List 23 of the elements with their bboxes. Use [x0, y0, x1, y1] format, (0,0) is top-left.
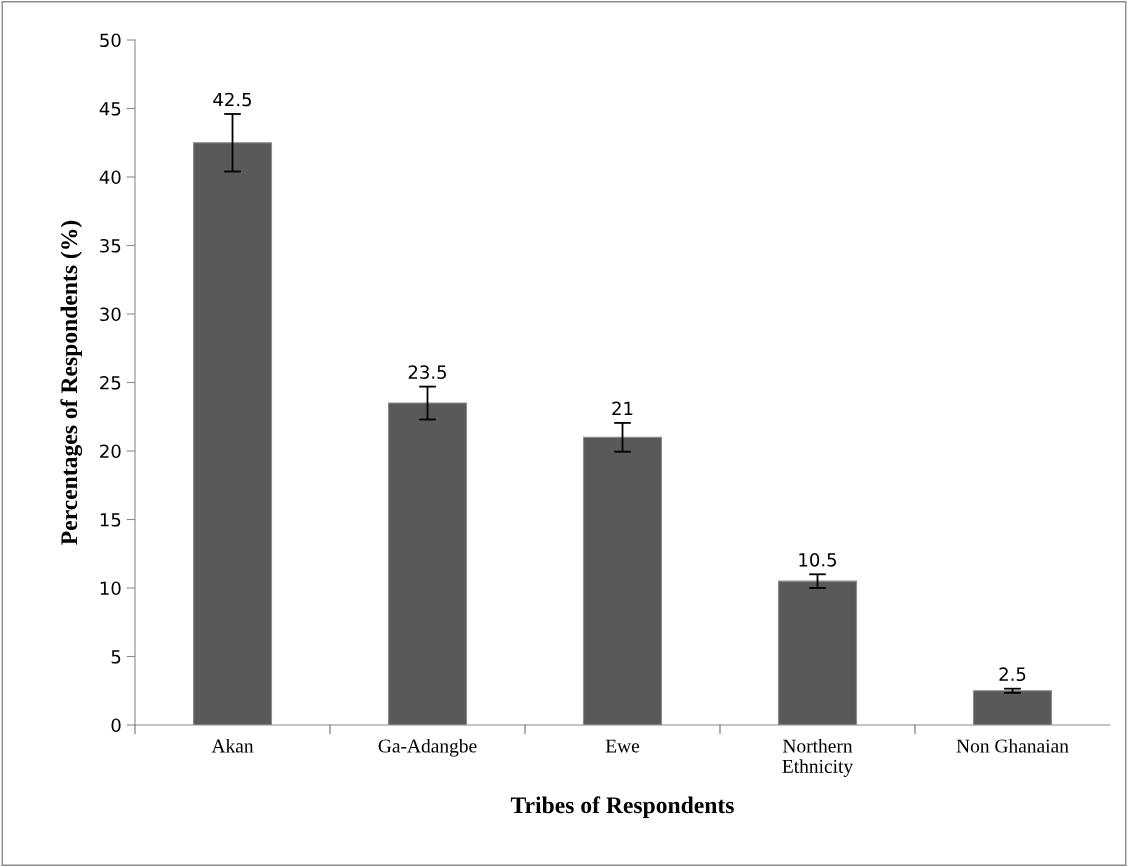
y-tick-label: 50	[100, 33, 121, 48]
data-label: 21	[612, 401, 633, 415]
y-tick-label: 35	[100, 238, 121, 253]
y-axis-title: Percentages of Respondents (%)	[60, 220, 83, 545]
x-tick-label: Akan	[211, 738, 254, 753]
y-tick-label: 30	[100, 307, 121, 322]
x-axis-title: Tribes of Respondents	[510, 796, 734, 819]
data-label: 23.5	[408, 365, 447, 379]
y-tick-label: 15	[100, 513, 121, 527]
data-label: 2.5	[999, 667, 1026, 682]
data-label: 10.5	[799, 552, 837, 567]
y-tick-label: 45	[99, 102, 121, 116]
y-tick-label: 40	[99, 170, 121, 185]
data-label: 42.5	[213, 92, 252, 107]
x-tick-label: Northern Ethnicity	[782, 738, 854, 777]
y-tick-label: 5	[111, 650, 121, 664]
x-tick-label: Ga-Adangbe	[378, 738, 477, 757]
y-tick-label: 20	[100, 444, 121, 459]
y-tick-label: 10	[100, 581, 121, 596]
x-tick-label: Non Ghanaian	[956, 738, 1069, 753]
y-tick-label: 0	[111, 718, 121, 733]
x-tick-label: Ewe	[605, 739, 640, 753]
y-tick-label: 25	[100, 375, 121, 390]
